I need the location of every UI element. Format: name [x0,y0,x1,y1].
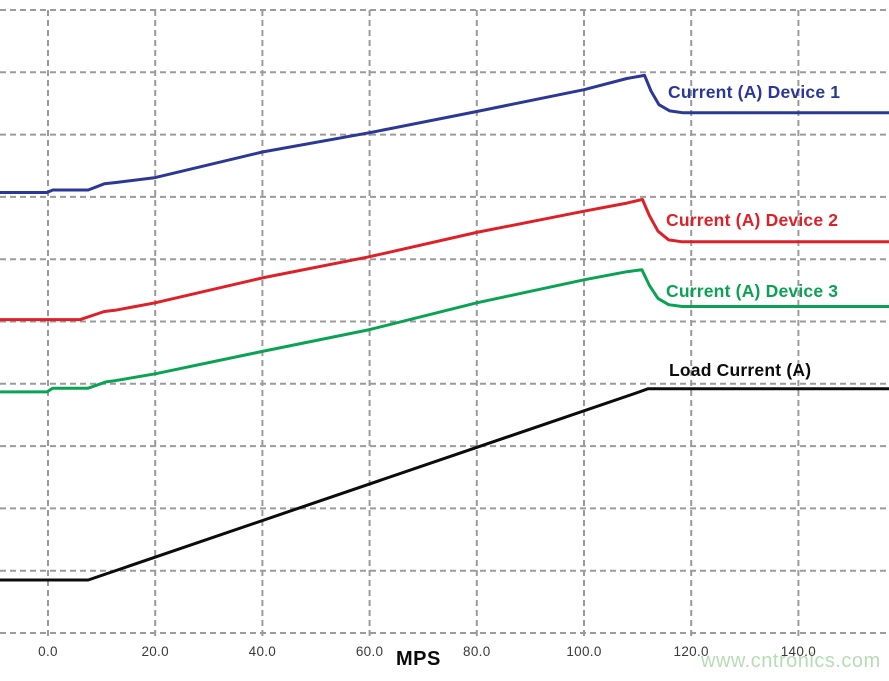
x-tick-label-0.0: 0.0 [38,644,58,659]
x-tick-label-100.0: 100.0 [566,644,602,659]
series-label-device2: Current (A) Device 2 [666,210,839,230]
series-line-device3 [0,268,889,394]
series-line-device1 [0,73,889,194]
x-tick-label-20.0: 20.0 [141,644,169,659]
x-tick-label-80.0: 80.0 [463,644,491,659]
x-axis-label: MPS [396,648,441,670]
watermark-text: www.cntronics.com [701,650,881,672]
x-tick-label-40.0: 40.0 [248,644,277,659]
series-label-device3: Current (A) Device 3 [666,281,839,301]
series-label-load-current: Load Current (A) [669,360,812,380]
x-tick-label-60.0: 60.0 [355,644,384,659]
x-tick-label-120.0: 120.0 [673,644,709,659]
series-line-device2 [0,197,889,322]
x-tick-label-140.0: 140.0 [780,644,817,659]
series-line-load [0,387,889,582]
series-label-device1: Current (A) Device 1 [668,82,841,102]
